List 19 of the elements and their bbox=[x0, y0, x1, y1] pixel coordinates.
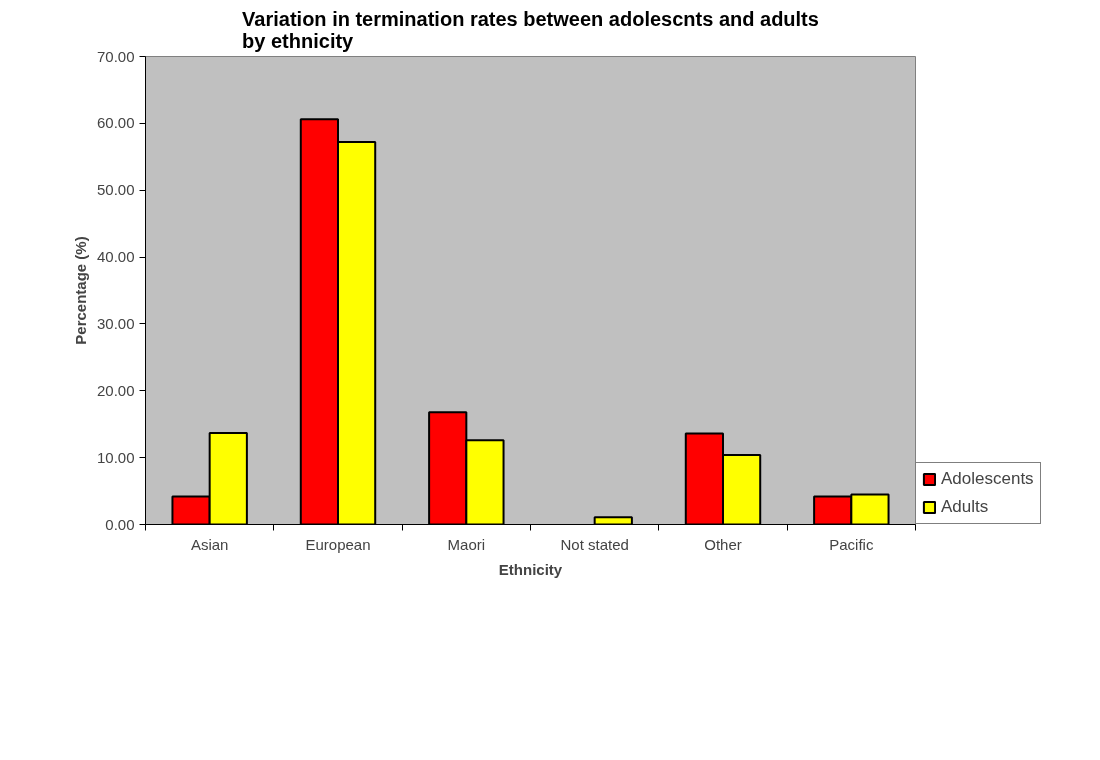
x-tick-label: Maori bbox=[447, 535, 486, 553]
x-tick-label: Not stated bbox=[560, 535, 629, 553]
x-tick-label: Other bbox=[704, 535, 742, 553]
x-tick-label: European bbox=[305, 535, 371, 553]
y-tick-label: 50.00 bbox=[96, 181, 135, 199]
legend-label: Adolescents bbox=[941, 469, 1034, 489]
y-tick-label: 60.00 bbox=[96, 114, 135, 132]
y-tick-label: 20.00 bbox=[96, 381, 135, 399]
y-axis-title: Percentage (%) bbox=[71, 236, 89, 345]
y-tick-label: 40.00 bbox=[96, 248, 135, 266]
y-tick-label: 10.00 bbox=[96, 448, 135, 466]
y-tick-label: 70.00 bbox=[96, 47, 135, 65]
y-tick-label: 30.00 bbox=[96, 314, 135, 332]
x-axis-title: Ethnicity bbox=[498, 560, 563, 578]
x-tick-label: Pacific bbox=[829, 535, 874, 553]
x-tick-label: Asian bbox=[190, 535, 229, 553]
y-tick-label: 0.00 bbox=[105, 515, 135, 533]
chart-title: Variation in termination rates between adolescnts and adults by ethnicity bbox=[242, 7, 819, 52]
legend-label: Adults bbox=[941, 497, 989, 517]
